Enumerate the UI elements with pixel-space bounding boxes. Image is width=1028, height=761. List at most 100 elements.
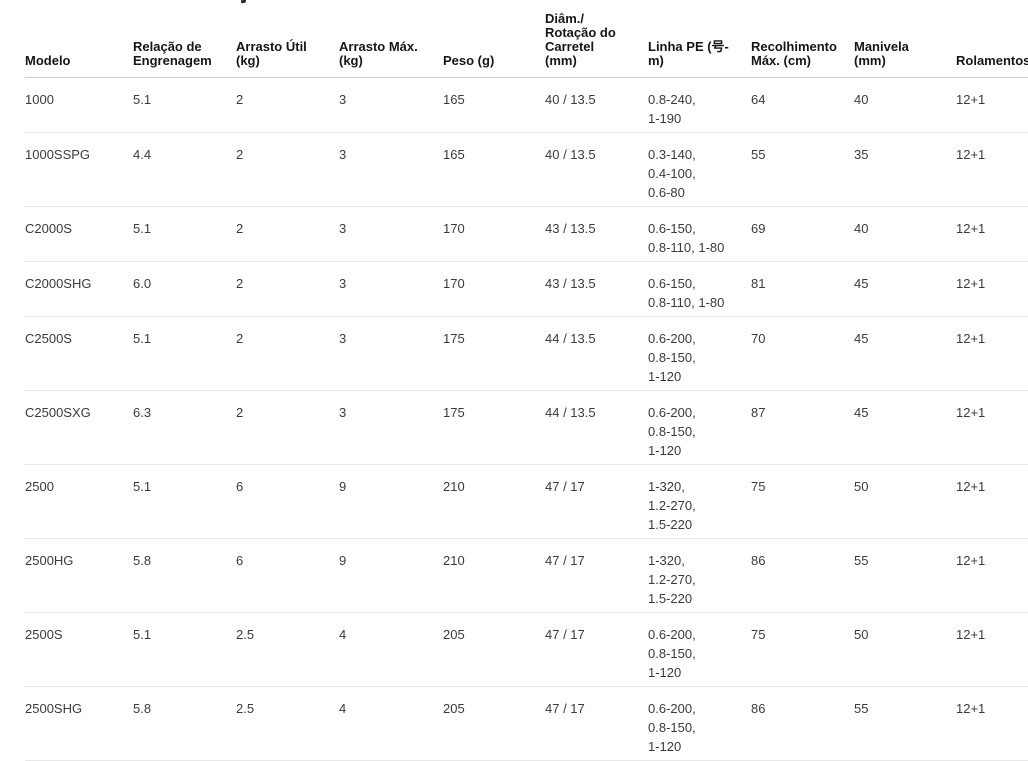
cell-manivela: 40	[854, 77, 956, 133]
cell-diam-rotacao-carretel: 44 / 13.5	[545, 390, 648, 465]
cell-relacao-engrenagem: 6.0	[133, 261, 236, 317]
cell-rolamentos: 12+1	[956, 612, 1028, 687]
cell-manivela: 45	[854, 316, 956, 391]
cell-recolhimento-max: 87	[751, 390, 854, 465]
column-header-diam-rotacao-carretel: Diâm./ Rotação do Carretel (mm)	[545, 0, 648, 78]
cell-arrasto-max: 4	[339, 612, 443, 687]
column-header-modelo: Modelo	[25, 0, 133, 78]
cell-arrasto-util: 2	[236, 390, 339, 465]
cell-linha-pe: 0.6-150, 0.8-110, 1-80	[648, 206, 751, 262]
cell-arrasto-util: 2	[236, 316, 339, 391]
cell-linha-pe: 1-320, 1.2-270, 1.5-220	[648, 464, 751, 539]
cell-arrasto-util: 2	[236, 261, 339, 317]
cell-peso: 210	[443, 464, 545, 539]
cell-modelo: 2500	[25, 464, 133, 539]
cell-modelo: C2000S	[25, 206, 133, 262]
cell-diam-rotacao-carretel: 43 / 13.5	[545, 206, 648, 262]
cell-manivela: 55	[854, 538, 956, 613]
table-row: 2500HG 5.8 6 9 210 47 / 17 1-320, 1.2-270, 1.5…	[25, 538, 1028, 613]
cell-peso: 205	[443, 686, 545, 761]
cell-peso: 175	[443, 390, 545, 465]
cell-modelo: C2500S	[25, 316, 133, 391]
cell-rolamentos: 12+1	[956, 261, 1028, 317]
cell-recolhimento-max: 64	[751, 77, 854, 133]
cell-linha-pe: 0.6-200, 0.8-150, 1-120	[648, 316, 751, 391]
column-header-recolhimento-max: Recolhimento Máx. (cm)	[751, 0, 854, 78]
cell-diam-rotacao-carretel: 43 / 13.5	[545, 261, 648, 317]
cell-linha-pe: 0.6-200, 0.8-150, 1-120	[648, 612, 751, 687]
cell-arrasto-util: 2	[236, 77, 339, 133]
cell-arrasto-max: 3	[339, 77, 443, 133]
cell-diam-rotacao-carretel: 47 / 17	[545, 464, 648, 539]
cell-relacao-engrenagem: 5.1	[133, 612, 236, 687]
cell-recolhimento-max: 75	[751, 464, 854, 539]
cell-diam-rotacao-carretel: 47 / 17	[545, 612, 648, 687]
table-row: C2000SHG 6.0 2 3 170 43 / 13.5 0.6-150, 0.8-11…	[25, 261, 1028, 317]
cell-manivela: 45	[854, 261, 956, 317]
cell-relacao-engrenagem: 5.8	[133, 538, 236, 613]
cell-arrasto-max: 3	[339, 390, 443, 465]
table-row: C2000S 5.1 2 3 170 43 / 13.5 0.6-150, 0.8-110,…	[25, 206, 1028, 262]
cell-arrasto-util: 2	[236, 206, 339, 262]
table-row: 1000 5.1 2 3 165 40 / 13.5 0.8-240, 1-190 64 40 1…	[25, 77, 1028, 133]
cell-relacao-engrenagem: 4.4	[133, 132, 236, 207]
cell-diam-rotacao-carretel: 40 / 13.5	[545, 77, 648, 133]
cell-modelo: 2500SHG	[25, 686, 133, 761]
table-row: 2500 5.1 6 9 210 47 / 17 1-320, 1.2-270, 1.5-2…	[25, 464, 1028, 539]
cell-rolamentos: 12+1	[956, 316, 1028, 391]
table-row: 2500S 5.1 2.5 4 205 47 / 17 0.6-200, 0.8-150, …	[25, 612, 1028, 687]
cell-arrasto-max: 3	[339, 261, 443, 317]
cell-arrasto-util: 6	[236, 464, 339, 539]
cell-arrasto-max: 3	[339, 316, 443, 391]
cell-arrasto-util: 6	[236, 538, 339, 613]
cell-rolamentos: 12+1	[956, 77, 1028, 133]
cell-arrasto-max: 9	[339, 538, 443, 613]
reel-specs-table: Modelo Relação de Engrenagem Arrasto Útil …	[25, 0, 1028, 761]
cell-arrasto-max: 4	[339, 686, 443, 761]
cell-linha-pe: 0.3-140, 0.4-100, 0.6-80	[648, 132, 751, 207]
cell-relacao-engrenagem: 5.1	[133, 316, 236, 391]
cell-peso: 210	[443, 538, 545, 613]
table-row: 1000SSPG 4.4 2 3 165 40 / 13.5 0.3-140, 0.4-10…	[25, 132, 1028, 207]
table-row: C2500S 5.1 2 3 175 44 / 13.5 0.6-200, 0.8-150,…	[25, 316, 1028, 391]
cell-diam-rotacao-carretel: 44 / 13.5	[545, 316, 648, 391]
column-header-linha-pe: Linha PE (号- m)	[648, 0, 751, 78]
cell-diam-rotacao-carretel: 47 / 17	[545, 686, 648, 761]
cell-arrasto-max: 3	[339, 206, 443, 262]
cell-recolhimento-max: 86	[751, 686, 854, 761]
cell-relacao-engrenagem: 5.1	[133, 77, 236, 133]
column-header-rolamentos: Rolamentos	[956, 0, 1028, 78]
cell-manivela: 50	[854, 612, 956, 687]
cell-recolhimento-max: 69	[751, 206, 854, 262]
cell-peso: 170	[443, 206, 545, 262]
cell-recolhimento-max: 55	[751, 132, 854, 207]
cell-manivela: 45	[854, 390, 956, 465]
cell-peso: 165	[443, 77, 545, 133]
cell-linha-pe: 0.8-240, 1-190	[648, 77, 751, 133]
cell-recolhimento-max: 81	[751, 261, 854, 317]
cell-recolhimento-max: 75	[751, 612, 854, 687]
cell-arrasto-max: 9	[339, 464, 443, 539]
cell-relacao-engrenagem: 5.8	[133, 686, 236, 761]
cell-rolamentos: 12+1	[956, 132, 1028, 207]
cell-arrasto-util: 2	[236, 132, 339, 207]
cell-rolamentos: 12+1	[956, 538, 1028, 613]
cell-rolamentos: 12+1	[956, 686, 1028, 761]
cell-diam-rotacao-carretel: 47 / 17	[545, 538, 648, 613]
cell-modelo: 1000SSPG	[25, 132, 133, 207]
cell-manivela: 50	[854, 464, 956, 539]
cell-modelo: 1000	[25, 77, 133, 133]
table-row: C2500SXG 6.3 2 3 175 44 / 13.5 0.6-200, 0.8-15…	[25, 390, 1028, 465]
cell-peso: 170	[443, 261, 545, 317]
column-header-peso: Peso (g)	[443, 0, 545, 78]
cell-peso: 165	[443, 132, 545, 207]
column-header-arrasto-max: Arrasto Máx. (kg)	[339, 0, 443, 78]
cell-modelo: 2500HG	[25, 538, 133, 613]
cell-rolamentos: 12+1	[956, 206, 1028, 262]
cell-relacao-engrenagem: 5.1	[133, 206, 236, 262]
cell-modelo: C2000SHG	[25, 261, 133, 317]
table-header-row: Modelo Relação de Engrenagem Arrasto Útil …	[25, 0, 1028, 78]
cell-relacao-engrenagem: 5.1	[133, 464, 236, 539]
cell-rolamentos: 12+1	[956, 464, 1028, 539]
cell-peso: 205	[443, 612, 545, 687]
